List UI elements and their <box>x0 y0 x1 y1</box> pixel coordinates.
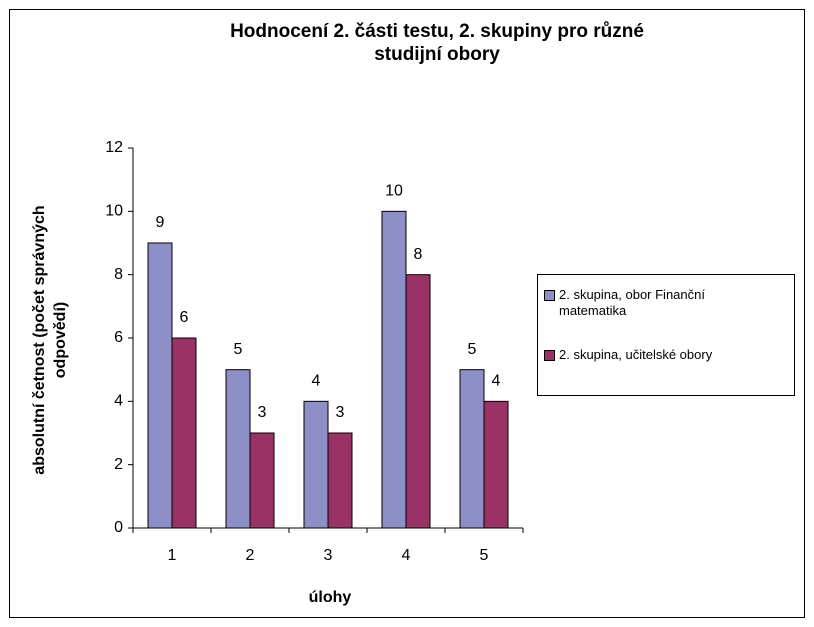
bar <box>225 369 251 529</box>
x-tick-label: 2 <box>246 547 255 564</box>
y-tick-label: 4 <box>114 393 123 410</box>
x-tick-label: 1 <box>168 547 177 564</box>
bar <box>249 432 275 529</box>
y-tick-label: 0 <box>114 519 123 536</box>
y-tick-label: 6 <box>114 329 123 346</box>
bar <box>303 400 329 529</box>
value-label: 4 <box>492 373 501 390</box>
legend-swatch <box>544 350 555 361</box>
value-label: 10 <box>385 183 403 200</box>
y-tick-label: 2 <box>114 456 123 473</box>
legend-swatch <box>544 290 555 301</box>
bar <box>327 432 353 529</box>
legend: 2. skupina, obor Finanční matematika 2. s… <box>537 274 795 396</box>
value-label: 3 <box>258 404 267 421</box>
x-tick-label: 4 <box>402 547 411 564</box>
legend-item: 2. skupina, obor Finanční matematika <box>544 287 769 319</box>
bar <box>459 369 485 529</box>
value-label: 3 <box>336 404 345 421</box>
y-tick-label: 10 <box>105 203 123 220</box>
y-axis-label: absolutní četnost (počet správných odpov… <box>31 205 69 475</box>
legend-label: 2. skupina, učitelské obory <box>559 347 713 362</box>
bar <box>147 242 173 529</box>
value-label: 6 <box>180 309 189 326</box>
bar <box>483 400 509 529</box>
bar <box>405 274 431 529</box>
value-label: 5 <box>234 341 243 358</box>
legend-label: 2. skupina, obor Finanční matematika <box>559 287 705 318</box>
chart-title: Hodnocení 2. části testu, 2. skupiny pro… <box>230 21 644 65</box>
x-tick-label: 3 <box>324 547 333 564</box>
bar <box>381 210 407 529</box>
value-label: 8 <box>414 246 423 263</box>
legend-item: 2. skupina, učitelské obory <box>544 347 769 363</box>
bar <box>171 337 197 529</box>
value-label: 9 <box>156 214 165 231</box>
y-tick-label: 12 <box>105 139 123 156</box>
value-label: 4 <box>312 373 321 390</box>
x-axis-label: úlohy <box>309 589 352 606</box>
x-tick-label: 5 <box>480 547 489 564</box>
value-label: 5 <box>468 341 477 358</box>
y-tick-label: 8 <box>114 266 123 283</box>
